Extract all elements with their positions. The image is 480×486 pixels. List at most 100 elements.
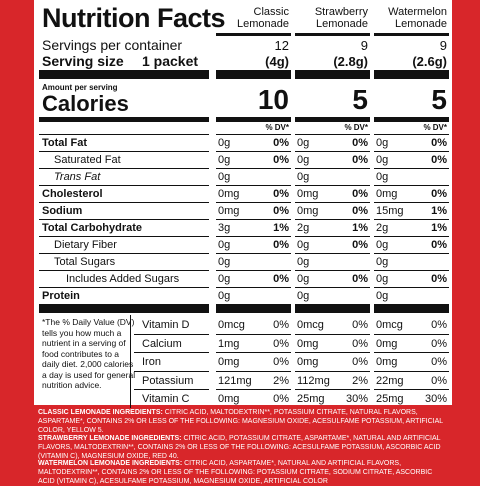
footnote-line: *The % Daily Value (DV) bbox=[42, 317, 135, 327]
row-rule bbox=[295, 370, 370, 372]
medium-rule bbox=[295, 117, 370, 122]
column-header-rule bbox=[374, 33, 449, 36]
row-rule bbox=[39, 253, 209, 254]
column-header-line2: Lemonade bbox=[237, 18, 289, 30]
vitamin-amount: 0mg bbox=[376, 356, 398, 368]
row-rule bbox=[216, 253, 291, 254]
vitamin-dv: 30% bbox=[424, 393, 447, 405]
row-rule bbox=[295, 389, 370, 390]
nutrient-amount: 0mg bbox=[218, 205, 240, 217]
nutrient-dv: 0% bbox=[431, 137, 447, 149]
nutrient-amount: 0g bbox=[297, 154, 310, 166]
amount-per-serving: Amount per serving bbox=[42, 83, 118, 92]
row-rule bbox=[216, 270, 291, 271]
nutrient-dv: 0% bbox=[431, 188, 447, 200]
thick-rule bbox=[216, 304, 291, 313]
nutrient-amount: 15mg bbox=[376, 205, 404, 217]
nutrient-dv: 0% bbox=[352, 205, 368, 217]
row-rule bbox=[134, 370, 209, 372]
nutrient-dv: 0% bbox=[431, 273, 447, 285]
vitamin-label: Calcium bbox=[142, 337, 182, 350]
thick-rule bbox=[39, 70, 209, 79]
nutrient-amount: 0g bbox=[376, 239, 389, 251]
nutrient-amount: 0g bbox=[297, 256, 310, 268]
dv-header: % DV* bbox=[423, 123, 447, 132]
nutrient-amount: 0g bbox=[218, 137, 231, 149]
row-rule bbox=[374, 287, 449, 288]
vitamin-label: Iron bbox=[142, 356, 161, 368]
nutrient-dv: 0% bbox=[431, 154, 447, 166]
row-rule bbox=[295, 219, 370, 220]
nutrient-amount: 0g bbox=[218, 256, 231, 268]
ingredient-text: CITRIC ACID, MALTODEXTRIN**, POTASSIUM C… bbox=[38, 409, 443, 434]
thick-rule bbox=[374, 70, 449, 79]
row-rule bbox=[374, 151, 449, 152]
vitamin-dv: 0% bbox=[431, 374, 447, 387]
row-rule bbox=[39, 236, 209, 237]
serving-size-value: (2.6g) bbox=[412, 54, 447, 69]
nutrient-amount: 0g bbox=[297, 273, 310, 285]
vitamin-dv: 2% bbox=[273, 374, 289, 387]
vitamin-amount: 1mg bbox=[218, 337, 240, 350]
row-rule bbox=[295, 270, 370, 271]
vitamin-amount: 0mg bbox=[297, 356, 319, 368]
thick-rule bbox=[295, 304, 370, 313]
vitamin-dv: 0% bbox=[273, 319, 289, 331]
vitamin-dv: 2% bbox=[352, 374, 368, 387]
row-rule bbox=[295, 333, 370, 335]
medium-rule bbox=[39, 117, 209, 122]
nutrient-label: Dietary Fiber bbox=[54, 239, 117, 251]
vitamin-label: Vitamin D bbox=[142, 319, 190, 331]
nutrient-label: Total Fat bbox=[42, 137, 88, 149]
nutrient-amount: 0g bbox=[297, 137, 310, 149]
vitamin-label: Vitamin C bbox=[142, 393, 190, 405]
row-rule bbox=[216, 370, 291, 372]
row-rule bbox=[216, 333, 291, 335]
calories-value: 5 bbox=[352, 84, 368, 115]
row-rule bbox=[134, 333, 209, 335]
calories-value: 10 bbox=[257, 84, 289, 115]
vitamin-dv: 0% bbox=[273, 356, 289, 368]
column-header-line2: Lemonade bbox=[316, 18, 368, 30]
nutrient-amount: 0g bbox=[376, 290, 389, 302]
row-rule bbox=[374, 168, 449, 169]
vitamin-dv: 0% bbox=[273, 337, 289, 350]
ingredient-paragraph: STRAWBERRY LEMONADE INGREDIENTS: CITRIC … bbox=[38, 434, 450, 461]
nutrient-dv: 0% bbox=[273, 188, 289, 200]
nutrient-dv: 0% bbox=[273, 137, 289, 149]
row-rule bbox=[216, 219, 291, 220]
nutrient-amount: 0g bbox=[376, 256, 389, 268]
row-rule bbox=[39, 134, 209, 135]
serving-size-value: (2.8g) bbox=[333, 54, 368, 69]
column-header-rule bbox=[216, 33, 291, 36]
nutrient-amount: 0mg bbox=[297, 205, 319, 217]
nutrient-label: Total Carbohydrate bbox=[42, 222, 143, 234]
row-rule bbox=[39, 270, 209, 271]
row-rule bbox=[374, 270, 449, 271]
nutrient-dv: 0% bbox=[352, 137, 368, 149]
vitamin-amount: 22mg bbox=[376, 374, 404, 387]
nutrient-label: Total Sugars bbox=[54, 256, 116, 268]
nutrient-dv: 0% bbox=[273, 239, 289, 251]
ingredient-text: CITRIC ACID, POTASSIUM CITRATE, ASPARTAM… bbox=[38, 435, 441, 460]
ingredient-heading: CLASSIC LEMONADE INGREDIENTS: bbox=[38, 409, 163, 416]
column-header-line1: Strawberry bbox=[314, 6, 368, 18]
medium-rule bbox=[216, 117, 291, 122]
row-rule bbox=[39, 168, 209, 169]
nutrient-dv: 1% bbox=[273, 222, 289, 234]
row-rule bbox=[295, 151, 370, 152]
nutrient-dv: 0% bbox=[352, 273, 368, 285]
nutrient-amount: 0g bbox=[218, 171, 231, 183]
nutrient-amount: 2g bbox=[297, 222, 310, 234]
nutrient-dv: 0% bbox=[273, 273, 289, 285]
nutrient-amount: 0g bbox=[297, 171, 310, 183]
nutrient-dv: 0% bbox=[352, 188, 368, 200]
vitamin-amount: 0mg bbox=[218, 356, 240, 368]
row-rule bbox=[374, 134, 449, 135]
row-rule bbox=[374, 253, 449, 254]
serving-size-label: Serving size bbox=[42, 53, 124, 69]
nutrient-dv: 0% bbox=[431, 239, 447, 251]
nutrient-amount: 0g bbox=[297, 239, 310, 251]
row-rule bbox=[39, 219, 209, 220]
row-rule bbox=[374, 370, 449, 372]
